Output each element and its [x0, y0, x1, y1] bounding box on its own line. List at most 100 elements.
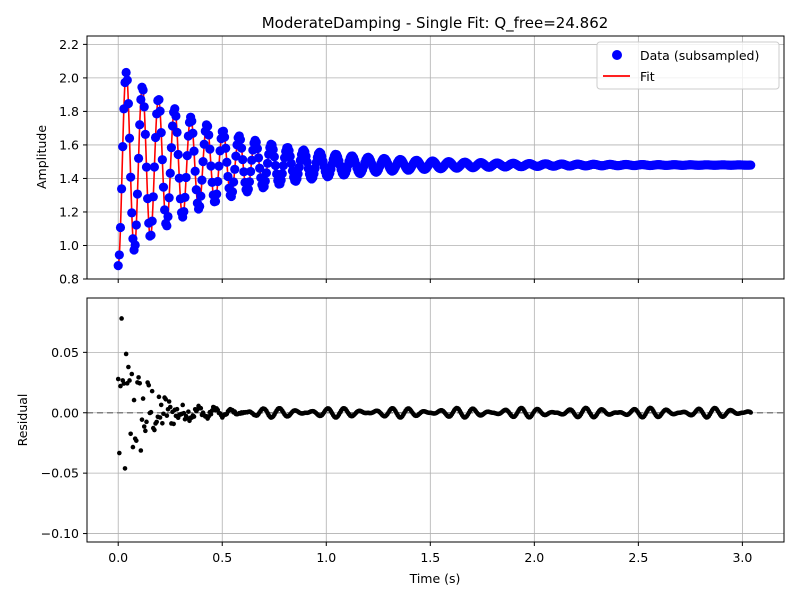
legend-box: [596, 41, 780, 90]
top-y-tick-label: 1.4: [59, 171, 79, 186]
data-point: [182, 151, 192, 161]
bottom-y-ticks: −0.10 −0.05 0.00 0.05: [41, 345, 87, 541]
data-point: [294, 162, 304, 172]
data-point: [231, 151, 241, 161]
top-y-tick-label: 1.0: [59, 238, 79, 253]
legend-data-marker: [612, 50, 622, 60]
data-point: [113, 260, 123, 271]
residual-point: [123, 351, 129, 357]
x-tick-label: 1.0: [316, 550, 336, 565]
legend-data-label: Data (subsampled): [640, 48, 759, 63]
bottom-y-axis-label: Residual: [15, 394, 30, 447]
residual-point: [143, 428, 148, 434]
top-y-tick-label: 1.6: [59, 137, 79, 152]
residual-point: [208, 411, 214, 417]
top-y-tick-label: 2.2: [59, 37, 79, 52]
data-point: [203, 121, 213, 131]
data-point: [210, 196, 221, 206]
top-y-tick-label: 1.8: [59, 104, 79, 119]
data-point: [121, 67, 131, 78]
data-point: [132, 189, 143, 199]
data-point: [148, 192, 158, 202]
top-axes-frame: [86, 35, 785, 280]
data-point: [130, 240, 140, 250]
residual-point: [122, 466, 128, 471]
top-y-tick-label: 2.0: [59, 70, 79, 85]
residual-point: [141, 424, 147, 429]
data-point: [238, 154, 248, 165]
data-point: [187, 116, 197, 126]
data-point: [181, 172, 191, 183]
residual-point: [186, 409, 191, 414]
residual-point: [139, 417, 145, 422]
residual-point: [748, 410, 754, 415]
residual-point: [191, 414, 197, 419]
x-tick-label: 1.5: [420, 550, 440, 565]
data-point: [255, 163, 265, 173]
data-point: [219, 132, 230, 142]
top-data-points: [113, 67, 756, 271]
data-point: [141, 162, 152, 172]
data-point: [222, 157, 232, 167]
data-point: [156, 128, 166, 138]
data-point: [166, 143, 176, 153]
residual-point: [136, 375, 141, 380]
data-point: [122, 75, 132, 85]
data-point: [244, 177, 255, 187]
data-point: [173, 149, 183, 160]
data-point: [286, 158, 296, 169]
data-point: [195, 201, 205, 212]
data-point: [221, 143, 231, 153]
residual-point: [127, 378, 132, 383]
residual-point: [149, 388, 155, 394]
data-point: [147, 216, 157, 226]
data-point: [269, 152, 279, 162]
data-point: [126, 172, 136, 182]
data-point: [124, 133, 135, 143]
residual-point: [134, 438, 139, 443]
data-point: [174, 173, 184, 183]
data-point: [118, 142, 128, 152]
residual-point: [163, 397, 169, 402]
data-point: [165, 168, 175, 178]
x-tick-label: 2.0: [524, 550, 544, 565]
data-point: [162, 221, 172, 231]
data-point: [155, 106, 165, 116]
data-point: [131, 220, 141, 230]
data-point: [154, 95, 164, 105]
data-point: [253, 153, 264, 163]
bottom-y-tick-label: −0.10: [41, 526, 79, 541]
residual-point: [148, 409, 154, 415]
data-point: [117, 184, 127, 194]
data-point: [230, 164, 240, 174]
data-point: [285, 151, 295, 161]
data-point: [229, 177, 239, 187]
data-point: [172, 127, 182, 137]
residual-point: [144, 419, 149, 425]
data-point: [205, 144, 215, 154]
data-point: [158, 182, 169, 192]
x-tick-label: 0.0: [108, 550, 128, 565]
residual-point: [166, 399, 172, 404]
data-point: [746, 160, 756, 170]
data-point: [191, 185, 201, 195]
data-point: [239, 167, 249, 177]
residual-point: [167, 404, 173, 410]
bottom-y-tick-label: 0.00: [51, 405, 79, 420]
data-point: [133, 153, 144, 163]
data-point: [213, 176, 223, 187]
data-point: [135, 120, 145, 130]
data-point: [243, 184, 253, 194]
data-point: [212, 189, 222, 199]
residual-point: [115, 376, 121, 382]
x-tick-label: 0.5: [212, 550, 232, 565]
residual-point: [160, 420, 165, 426]
residual-point: [140, 396, 146, 401]
data-point: [214, 161, 224, 171]
residual-point: [156, 394, 162, 400]
residual-point: [138, 448, 144, 453]
data-point: [252, 143, 262, 154]
data-point: [260, 176, 270, 186]
